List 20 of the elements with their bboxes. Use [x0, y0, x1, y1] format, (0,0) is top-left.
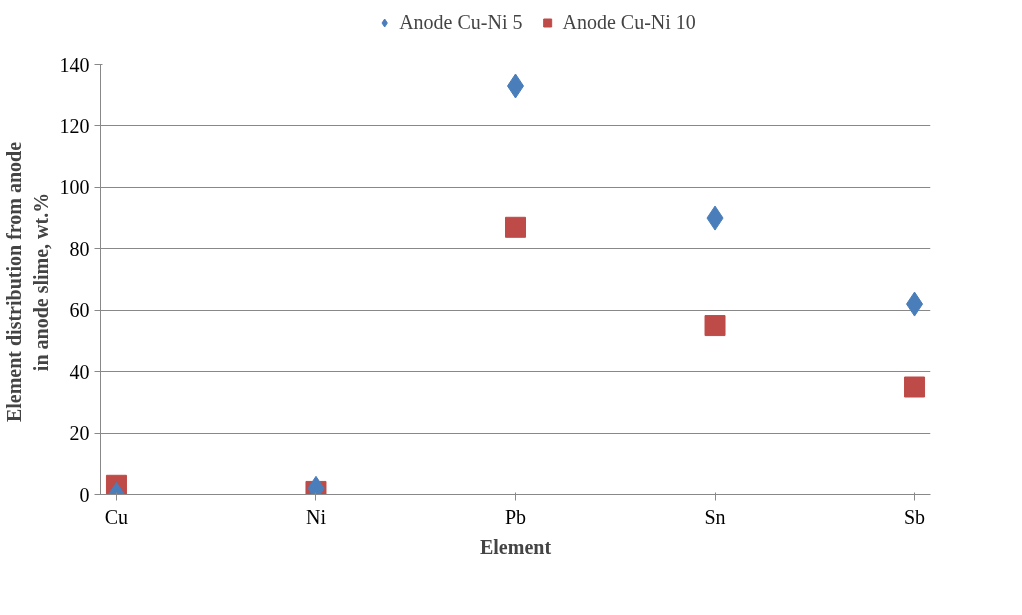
legend-label: Anode Cu-Ni 10	[562, 10, 696, 34]
y-axis-title: Element distribution from anode in anode slime, wt.%	[3, 141, 52, 423]
y-tick-label: 140	[59, 53, 90, 76]
x-tick-label: Pb	[504, 505, 527, 528]
point	[505, 216, 526, 238]
point	[704, 315, 726, 337]
y-tick-label: 80	[69, 237, 90, 260]
x-tick-label: Sb	[903, 505, 926, 528]
y-tick-label: 60	[69, 299, 90, 322]
x-tick-label: Ni	[305, 505, 327, 528]
y-tick-label: 20	[69, 422, 90, 445]
y-tick-label: 100	[59, 176, 90, 199]
y-tick-label: 120	[59, 114, 90, 137]
y-tick-label: 40	[69, 360, 90, 383]
y-tick-label: 0	[79, 483, 90, 506]
point	[904, 376, 926, 398]
legend-label: Anode Cu-Ni 5	[399, 10, 523, 34]
x-axis-title: Element	[479, 535, 552, 558]
x-tick-label: Sn	[704, 505, 726, 528]
x-tick-label: Cu	[104, 505, 129, 528]
